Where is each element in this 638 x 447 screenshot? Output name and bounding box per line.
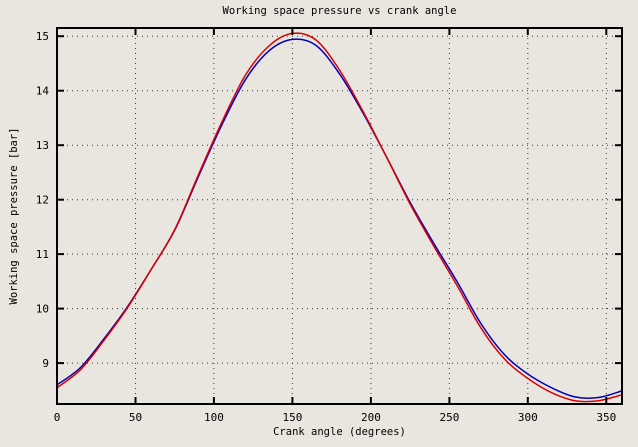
chart-title: Working space pressure vs crank angle — [222, 5, 457, 17]
y-tick-label: 15 — [36, 30, 49, 43]
y-tick-label: 13 — [36, 139, 49, 152]
y-tick-label: 9 — [42, 357, 49, 370]
x-axis-label: Crank angle (degrees) — [273, 426, 406, 438]
y-tick-label: 11 — [36, 248, 49, 261]
y-axis-label: Working space pressure [bar] — [8, 127, 20, 305]
x-tick-label: 50 — [129, 411, 142, 424]
x-tick-label: 350 — [596, 411, 616, 424]
x-tick-label: 100 — [204, 411, 224, 424]
plot-border — [56, 27, 623, 405]
x-tick-label: 0 — [54, 411, 61, 424]
red-curve-line — [56, 32, 623, 403]
x-tick-label: 250 — [439, 411, 459, 424]
x-tick-label: 150 — [282, 411, 302, 424]
y-tick-label: 14 — [36, 85, 50, 98]
x-tick-label: 200 — [361, 411, 381, 424]
y-tick-label: 10 — [36, 303, 49, 316]
x-tick-label: 300 — [518, 411, 538, 424]
blue-curve-line — [56, 38, 623, 399]
y-tick-label: 12 — [36, 194, 49, 207]
